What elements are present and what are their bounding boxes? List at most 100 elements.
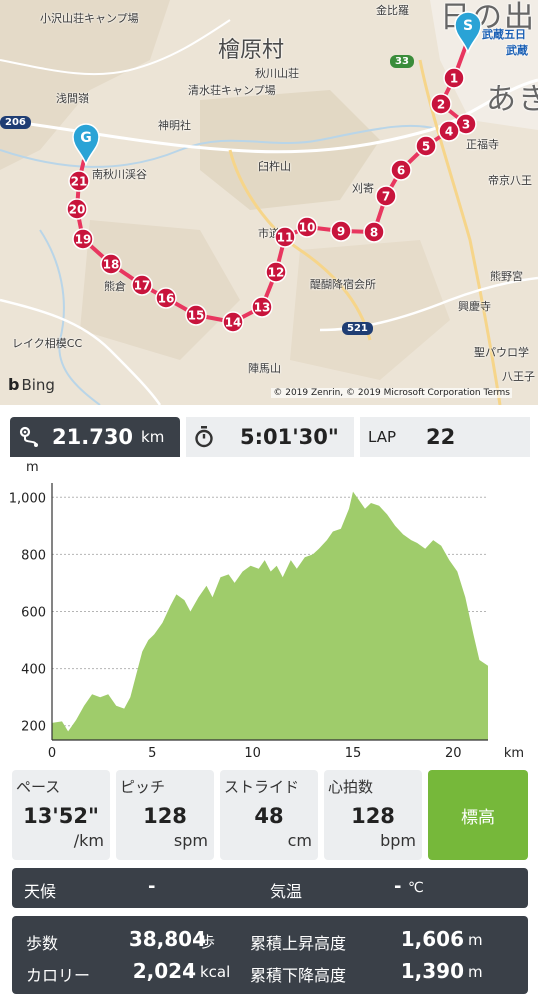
lap-marker-label: 3	[462, 118, 470, 132]
x-tick-label: 10	[244, 746, 261, 761]
pace-card: ペース 13'52" /km	[12, 770, 110, 860]
lap-marker[interactable]: 5	[415, 135, 437, 157]
elevation-button[interactable]: 標高	[428, 770, 528, 860]
lap-marker[interactable]: 2	[430, 93, 452, 115]
calorie-unit: kcal	[200, 963, 231, 981]
map-label: 正福寺	[466, 138, 499, 151]
lap-marker[interactable]: 13	[251, 296, 273, 318]
map-background	[0, 0, 538, 405]
weather-value: -	[148, 876, 156, 897]
route-shield: 521	[342, 322, 373, 335]
y-tick-label: 800	[21, 548, 46, 563]
lap-marker-label: 16	[158, 292, 175, 306]
lap-marker[interactable]: 1	[443, 67, 465, 89]
x-tick-label: 20	[445, 746, 462, 761]
summary-panel: 歩数 38,804 歩 累積上昇高度 1,606 m カロリー 2,024 kc…	[12, 916, 528, 994]
lap-marker[interactable]: 18	[100, 253, 122, 275]
y-tick-label: 200	[21, 720, 46, 735]
route-map[interactable]: 小沢山荘キャンプ場 金比羅 檜原村 秋川山荘 清水荘キャンプ場 浅間嶺 神明社 …	[0, 0, 538, 405]
map-label: 聖パウロ学	[474, 346, 529, 359]
stride-label: ストライド	[224, 778, 300, 796]
lap-marker-label: 19	[75, 233, 92, 247]
lap-marker[interactable]: 14	[222, 311, 244, 333]
map-label: 浅間嶺	[56, 92, 89, 105]
map-label: 興慶寺	[458, 300, 491, 313]
elevation-chart[interactable]: m 200 400 600 800 1,000 0 5 10 15 20 km	[0, 457, 538, 762]
map-label: 刈寄	[352, 182, 374, 195]
distance-value: 21.730	[52, 425, 134, 449]
lap-marker[interactable]: 4	[438, 120, 460, 142]
map-label: 醍醐降宿会所	[310, 278, 376, 291]
lap-marker-label: 10	[299, 221, 316, 235]
start-pin-label: S	[463, 18, 473, 34]
elevation-area	[52, 491, 488, 740]
bing-icon: b	[8, 375, 20, 394]
pitch-card: ピッチ 128 spm	[116, 770, 214, 860]
ascent-unit: m	[468, 931, 483, 949]
temperature-unit: ℃	[408, 880, 424, 896]
x-tick-label: 5	[148, 746, 156, 761]
bing-logo: b Bing	[8, 375, 55, 394]
lap-marker[interactable]: 10	[296, 216, 318, 238]
lap-marker[interactable]: 17	[131, 274, 153, 296]
ascent-value: 1,606	[400, 927, 464, 951]
map-label: 武蔵	[506, 44, 528, 57]
lap-marker[interactable]: 11	[274, 226, 296, 248]
pitch-value: 128	[143, 804, 187, 828]
route-shield: 33	[390, 55, 414, 68]
lap-marker[interactable]: 21	[68, 170, 90, 192]
calorie-value: 2,024	[132, 959, 196, 983]
lap-marker-label: 12	[268, 266, 285, 280]
lap-marker[interactable]: 6	[390, 159, 412, 181]
map-label: 武蔵五日	[482, 28, 526, 41]
lap-marker[interactable]: 9	[330, 220, 352, 242]
y-tick-label: 600	[21, 606, 46, 621]
heart-rate-label: 心拍数	[328, 778, 374, 796]
map-label: 熊倉	[104, 280, 126, 293]
lap-value: 22	[426, 425, 456, 449]
map-label: 帝京八王	[488, 174, 532, 187]
lap-marker-label: 13	[254, 301, 271, 315]
lap-marker-label: 20	[69, 203, 86, 217]
stride-unit: cm	[287, 831, 312, 850]
pace-unit: /km	[73, 831, 104, 850]
lap-marker-label: 4	[445, 125, 453, 139]
descent-value: 1,390	[400, 959, 464, 983]
lap-marker[interactable]: 20	[66, 198, 88, 220]
heart-rate-value: 128	[351, 804, 395, 828]
weather-label: 天候	[24, 882, 57, 901]
temperature-value: -	[394, 876, 402, 897]
lap-marker[interactable]: 12	[265, 261, 287, 283]
map-label: 清水荘キャンプ場	[188, 84, 276, 97]
steps-unit: 歩	[200, 933, 216, 951]
lap-marker-label: 11	[277, 231, 294, 245]
x-axis-label: km	[504, 746, 524, 761]
lap-marker-label: 8	[370, 226, 378, 240]
pace-label: ペース	[16, 778, 61, 796]
lap-marker[interactable]: 15	[185, 304, 207, 326]
distance-unit: km	[141, 428, 165, 446]
heart-rate-card: 心拍数 128 bpm	[324, 770, 422, 860]
lap-marker[interactable]: 16	[155, 287, 177, 309]
start-pin[interactable]: S	[454, 11, 482, 54]
lap-marker-label: 1	[450, 72, 458, 86]
map-label: 熊野宮	[490, 270, 523, 283]
lap-marker[interactable]: 19	[72, 228, 94, 250]
map-label: あき	[486, 82, 538, 117]
lap-label: LAP	[368, 428, 397, 446]
map-label: 臼杵山	[258, 160, 291, 173]
lap-marker-label: 5	[422, 140, 430, 154]
map-label: 金比羅	[376, 4, 409, 17]
ascent-label: 累積上昇高度	[250, 934, 347, 953]
goal-pin[interactable]: G	[72, 123, 100, 166]
lap-marker-label: 7	[382, 190, 390, 204]
lap-marker-label: 18	[103, 258, 120, 272]
y-axis-label: m	[26, 460, 39, 475]
lap-marker[interactable]: 8	[363, 221, 385, 243]
lap-marker[interactable]: 7	[375, 185, 397, 207]
lap-marker-label: 6	[397, 164, 405, 178]
heart-rate-unit: bpm	[380, 831, 416, 850]
steps-value: 38,804	[128, 927, 206, 951]
map-copyright[interactable]: © 2019 Zenrin, © 2019 Microsoft Corporat…	[271, 388, 512, 398]
